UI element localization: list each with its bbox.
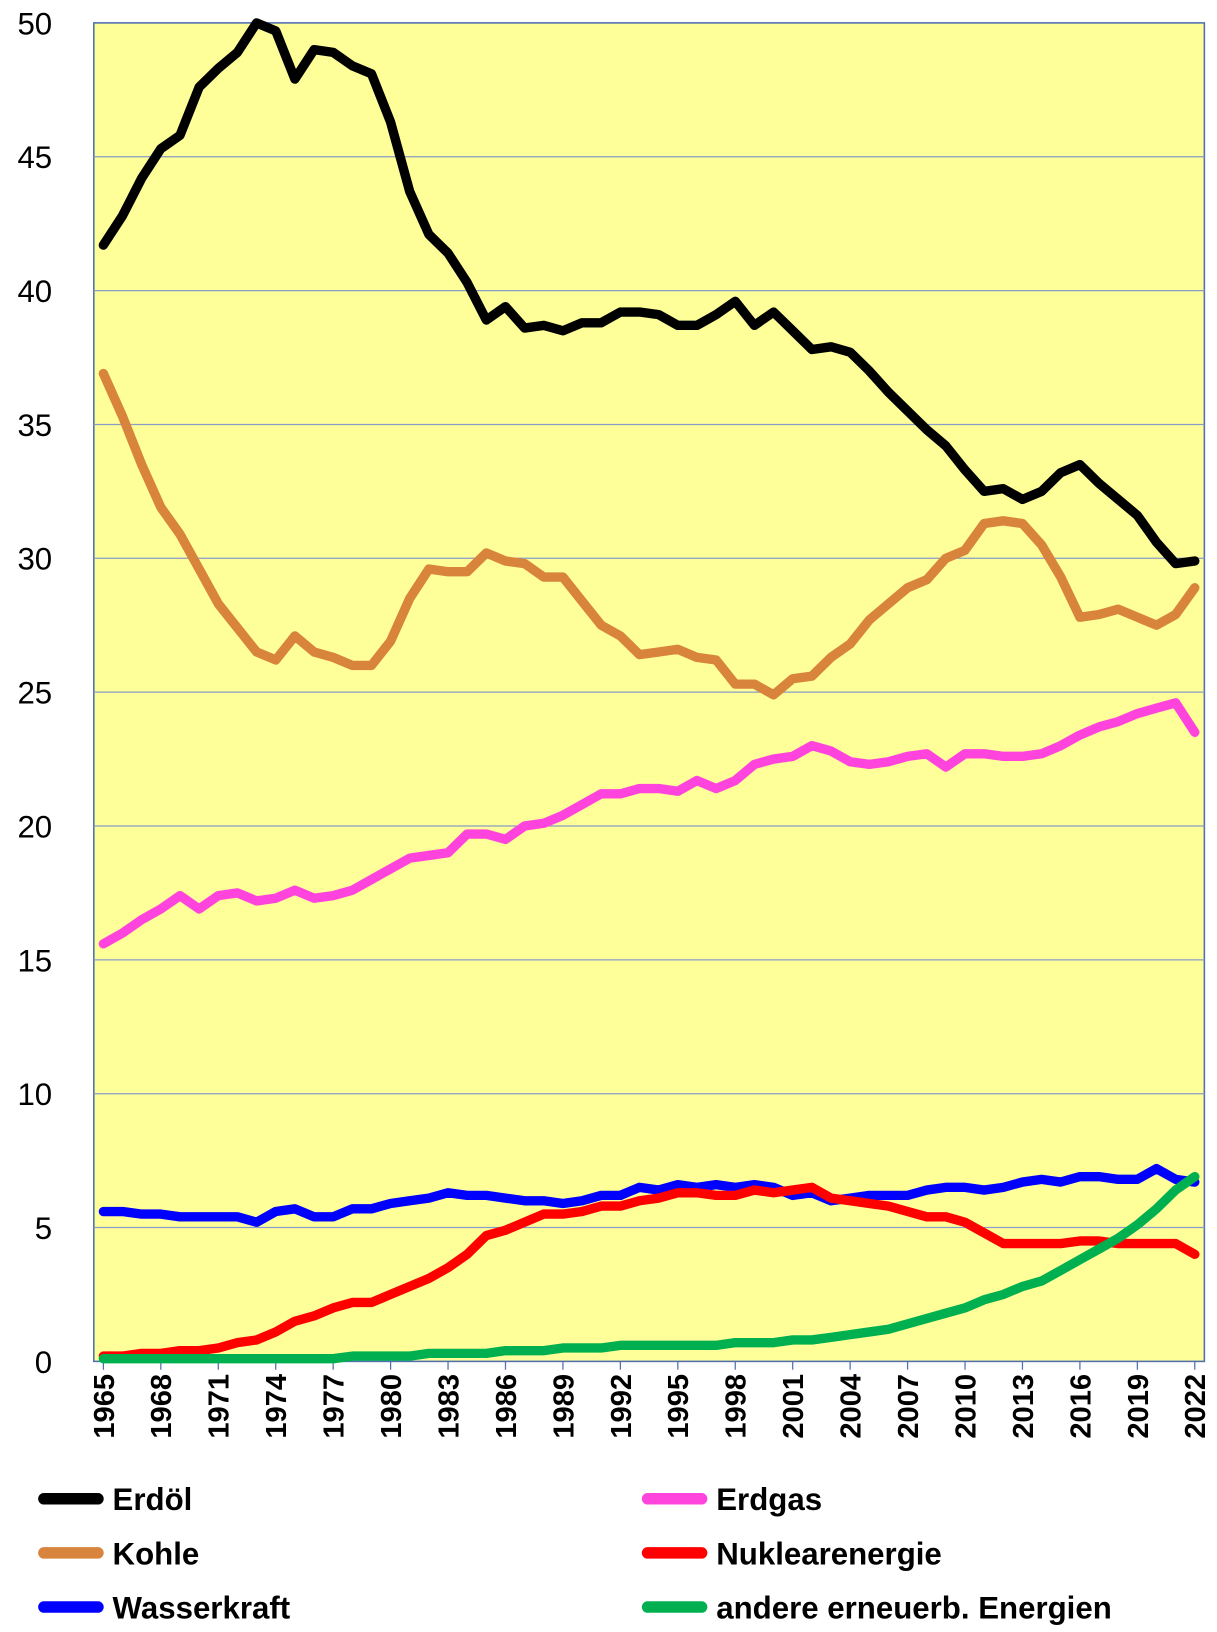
y-tick-label: 30 [17, 542, 52, 577]
y-tick-label: 5 [35, 1211, 52, 1246]
y-tick-label: 25 [17, 676, 52, 711]
x-tick-label: 1998 [721, 1374, 753, 1439]
y-tick-label: 10 [17, 1077, 52, 1112]
series-line [98, 1163, 1200, 1227]
y-tick-label: 0 [35, 1345, 52, 1380]
series-line [98, 698, 1200, 949]
y-tick-label: 35 [17, 408, 52, 443]
y-tick-label: 40 [17, 274, 52, 309]
x-tick-label: 1971 [204, 1374, 236, 1439]
x-tick-label: 1977 [319, 1374, 351, 1439]
y-tick-label: 15 [17, 943, 52, 978]
series-line [98, 1182, 1200, 1361]
x-tick-label: 1989 [548, 1374, 580, 1439]
legend-label: Erdöl [113, 1482, 193, 1517]
x-tick-label: 2022 [1180, 1374, 1212, 1439]
x-tick-label: 2004 [836, 1373, 868, 1439]
legend-label: Wasserkraft [113, 1590, 291, 1625]
y-tick-label: 45 [17, 140, 52, 175]
x-tick-label: 2007 [893, 1374, 925, 1439]
x-tick-label: 1995 [663, 1374, 695, 1439]
x-tick-label: 1980 [376, 1374, 408, 1439]
legend-label: andere erneuerb. Energien [716, 1590, 1112, 1625]
y-tick-label: 50 [17, 6, 52, 41]
x-tick-label: 2016 [1065, 1374, 1097, 1439]
series-line [98, 18, 1200, 569]
x-tick-label: 2013 [1008, 1374, 1040, 1439]
x-tick-label: 1992 [606, 1374, 638, 1439]
x-tick-label: 1968 [146, 1374, 178, 1439]
x-tick-label: 1986 [491, 1374, 523, 1439]
x-tick-label: 2010 [950, 1374, 982, 1439]
x-tick-label: 1974 [261, 1373, 293, 1439]
x-tick-label: 2001 [778, 1374, 810, 1439]
series-line [98, 368, 1200, 700]
legend-label: Erdgas [716, 1482, 822, 1517]
legend-label: Kohle [113, 1536, 200, 1571]
x-tick-label: 1983 [433, 1374, 465, 1439]
x-tick-label: 2019 [1123, 1374, 1155, 1439]
series-line [98, 1171, 1200, 1364]
y-tick-label: 20 [17, 809, 52, 844]
legend-label: Nuklearenergie [716, 1536, 942, 1571]
x-tick-label: 1965 [89, 1374, 121, 1439]
